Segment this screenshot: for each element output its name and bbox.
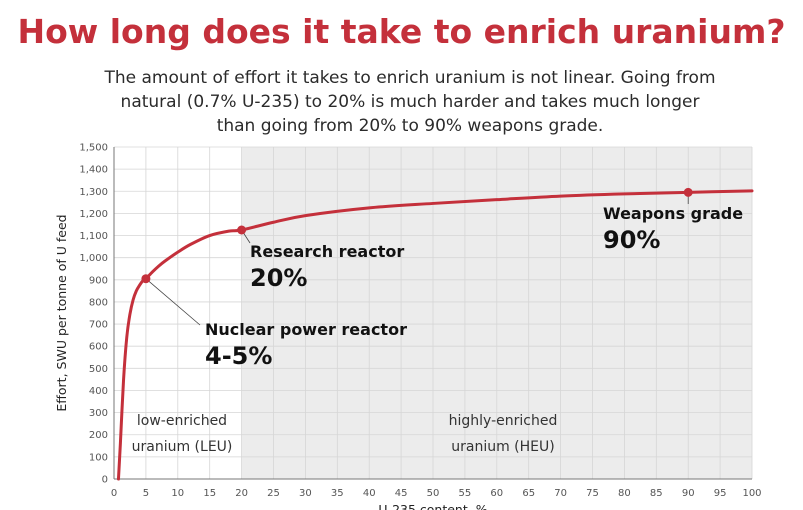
annotation-value: 90% — [603, 226, 660, 254]
y-tick-label: 100 — [89, 452, 108, 463]
y-tick-label: 0 — [102, 475, 108, 486]
y-tick-label: 1,100 — [79, 231, 108, 242]
x-tick-label: 25 — [267, 488, 280, 499]
leu-region-label: uranium (LEU) — [132, 439, 233, 455]
x-tick-label: 80 — [618, 488, 631, 499]
y-tick-label: 1,000 — [79, 253, 108, 264]
y-tick-label: 1,400 — [79, 165, 108, 176]
y-axis-label: Effort, SWU per tonne of U feed — [54, 214, 69, 411]
heu-region-label: highly-enriched — [449, 413, 558, 429]
series-line — [116, 189, 754, 481]
x-tick-label: 55 — [459, 488, 472, 499]
y-tick-label: 1,500 — [79, 143, 108, 154]
y-tick-label: 900 — [89, 275, 108, 286]
chart-title: How long does it take to enrich uranium? — [17, 12, 786, 51]
data-point-marker — [237, 225, 247, 235]
x-tick-label: 45 — [395, 488, 408, 499]
annotation-label: Nuclear power reactor — [205, 320, 407, 339]
chart-subtitle: The amount of effort it takes to enrich … — [90, 66, 730, 138]
annotation-value: 4-5% — [205, 342, 272, 370]
x-tick-label: 10 — [171, 488, 184, 499]
y-tick-label: 700 — [89, 320, 108, 331]
y-tick-label: 800 — [89, 297, 108, 308]
leader-line — [145, 278, 201, 326]
annotation-label: Weapons grade — [603, 204, 743, 223]
data-point-marker — [683, 187, 693, 197]
y-tick-label: 1,200 — [79, 209, 108, 220]
x-tick-label: 60 — [490, 488, 503, 499]
y-tick-label: 300 — [89, 408, 108, 419]
subtitle-line: than going from 20% to 90% weapons grade… — [216, 116, 604, 136]
annotation-value: 20% — [250, 264, 307, 292]
y-tick-label: 500 — [89, 364, 108, 375]
heu-region-label: uranium (HEU) — [451, 439, 554, 455]
x-tick-label: 40 — [363, 488, 376, 499]
x-tick-label: 90 — [682, 488, 695, 499]
x-tick-label: 20 — [235, 488, 248, 499]
x-tick-label: 15 — [203, 488, 216, 499]
data-point-marker — [141, 274, 151, 284]
x-axis-label: U-235 content, % — [378, 502, 487, 510]
y-tick-label: 600 — [89, 342, 108, 353]
subtitle-line: The amount of effort it takes to enrich … — [104, 68, 716, 88]
x-tick-label: 65 — [522, 488, 535, 499]
x-tick-label: 100 — [742, 488, 761, 499]
x-tick-label: 5 — [143, 488, 149, 499]
leu-region-label: low-enriched — [137, 413, 227, 429]
y-tick-label: 400 — [89, 386, 108, 397]
x-tick-label: 95 — [714, 488, 727, 499]
x-tick-label: 85 — [650, 488, 663, 499]
y-tick-label: 200 — [89, 430, 108, 441]
x-tick-label: 70 — [554, 488, 567, 499]
subtitle-line: natural (0.7% U-235) to 20% is much hard… — [120, 92, 700, 112]
x-tick-label: 30 — [299, 488, 312, 499]
x-tick-label: 75 — [586, 488, 599, 499]
y-tick-label: 1,300 — [79, 187, 108, 198]
x-tick-label: 50 — [427, 488, 440, 499]
annotation-label: Research reactor — [250, 242, 404, 261]
x-tick-label: 0 — [111, 488, 117, 499]
x-tick-label: 35 — [331, 488, 344, 499]
